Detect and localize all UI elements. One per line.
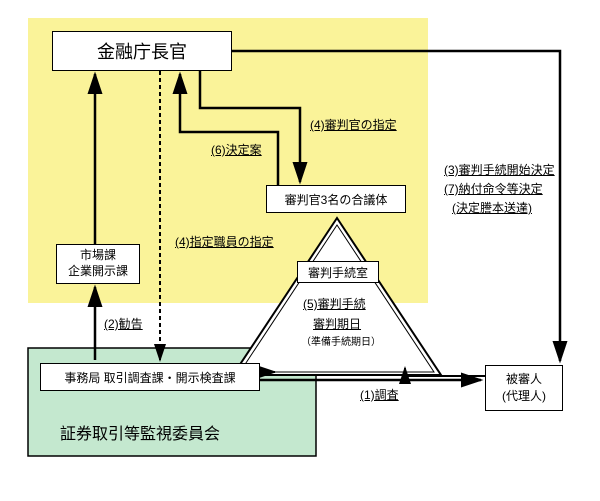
label-e1: (1)調査	[360, 386, 399, 403]
diagram-stage: 金融庁長官 審判官3名の合議体 市場課 企業開示課 審判手続室 事務局 取引調査…	[0, 0, 600, 501]
edges-svg	[0, 0, 600, 501]
label-e6: (6)決定案	[211, 141, 262, 158]
label-e7a: (7)納付命令等決定	[444, 180, 543, 197]
label-e5c: （準備手続期日）	[301, 333, 381, 348]
label-e5b: 審判期日	[313, 315, 361, 332]
label-e5a: (5)審判手続	[303, 295, 366, 312]
label-e3: (3)審判手続開始決定	[444, 161, 555, 178]
label-e7b: (決定謄本送達)	[452, 199, 532, 216]
label-e4a: (4)審判官の指定	[310, 116, 397, 133]
label-e2: (2)勧告	[104, 315, 143, 332]
label-e4b: (4)指定職員の指定	[175, 233, 274, 250]
